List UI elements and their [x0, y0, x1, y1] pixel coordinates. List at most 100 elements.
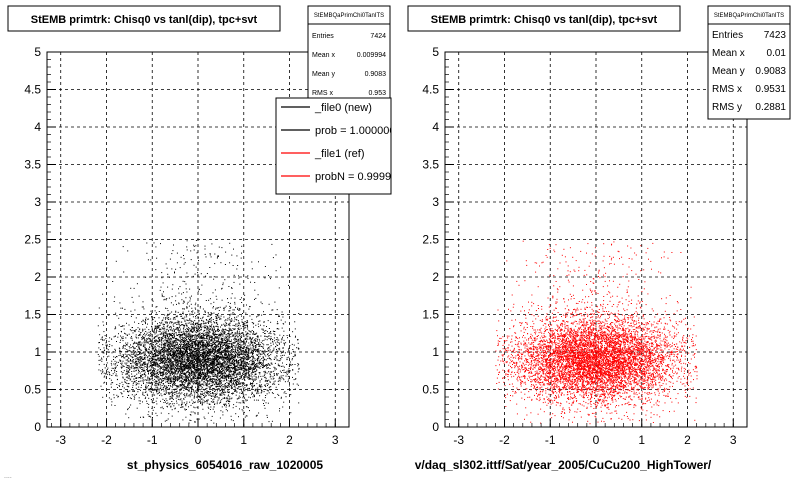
- left-data-point: [277, 380, 279, 382]
- left-data-point: [178, 351, 180, 353]
- left-data-point: [235, 325, 237, 327]
- left-data-point: [184, 378, 186, 380]
- left-data-point: [216, 298, 218, 300]
- left-data-point: [113, 359, 114, 360]
- left-data-point: [145, 379, 147, 381]
- left-data-point: [266, 372, 268, 374]
- left-data-point: [178, 355, 180, 357]
- left-data-point: [115, 366, 117, 368]
- left-data-point: [211, 365, 213, 367]
- left-data-point: [226, 363, 228, 365]
- left-data-point: [161, 360, 163, 362]
- left-data-point: [191, 347, 193, 349]
- left-data-point: [215, 356, 217, 358]
- left-data-point: [122, 347, 124, 349]
- left-data-point: [162, 333, 164, 335]
- left-data-point: [214, 390, 215, 392]
- left-data-point: [221, 374, 223, 376]
- left-data-point: [223, 308, 225, 310]
- left-data-point: [207, 356, 209, 358]
- left-data-point: [218, 363, 220, 365]
- left-data-point: [232, 372, 234, 374]
- left-data-point: [264, 330, 266, 332]
- left-data-point: [245, 331, 247, 333]
- left-data-point: [225, 353, 227, 354]
- left-data-point: [263, 374, 265, 376]
- left-data-point: [213, 356, 215, 358]
- left-data-point: [137, 361, 139, 363]
- left-data-point: [225, 346, 227, 348]
- left-data-point: [189, 414, 191, 415]
- left-data-point: [249, 364, 251, 366]
- left-data-point: [186, 403, 188, 405]
- left-data-point: [276, 323, 278, 325]
- left-data-point: [260, 375, 262, 377]
- left-data-point: [147, 359, 149, 361]
- left-data-point: [236, 384, 237, 385]
- left-data-point: [221, 334, 223, 336]
- left-data-point: [204, 338, 205, 340]
- left-data-point: [180, 315, 182, 317]
- left-data-point: [269, 381, 271, 383]
- left-data-point: [186, 366, 187, 368]
- left-data-point: [169, 276, 170, 278]
- left-data-point: [217, 313, 219, 315]
- left-data-point: [146, 350, 147, 352]
- left-data-point: [239, 364, 241, 366]
- left-data-point: [105, 377, 107, 379]
- left-data-point: [226, 350, 228, 352]
- left-data-point: [213, 343, 215, 345]
- left-data-point: [286, 335, 288, 336]
- left-data-point: [203, 389, 205, 391]
- left-data-point: [239, 346, 241, 348]
- left-data-point: [197, 392, 199, 394]
- left-data-point: [191, 338, 193, 340]
- left-data-point: [175, 397, 177, 399]
- left-data-point: [236, 331, 238, 333]
- left-data-point: [115, 373, 117, 375]
- left-data-point: [232, 313, 234, 315]
- left-data-point: [244, 357, 246, 359]
- left-data-point: [164, 373, 166, 375]
- left-data-point: [156, 397, 158, 399]
- left-data-point: [169, 361, 171, 363]
- left-data-point: [264, 370, 266, 372]
- left-data-point: [170, 405, 172, 407]
- left-data-point: [187, 330, 189, 332]
- left-data-point: [143, 337, 145, 339]
- left-data-point: [157, 350, 159, 352]
- left-data-point: [190, 352, 192, 353]
- left-data-point: [137, 344, 138, 346]
- left-data-point: [171, 372, 173, 374]
- left-data-point: [154, 353, 156, 355]
- left-data-point: [227, 358, 229, 360]
- left-data-point: [168, 413, 170, 415]
- left-data-point: [212, 370, 214, 372]
- left-data-point: [108, 371, 110, 373]
- left-data-point: [200, 324, 202, 326]
- left-data-point: [161, 362, 163, 364]
- left-data-point: [207, 377, 209, 379]
- left-data-point: [167, 350, 169, 352]
- left-data-point: [103, 347, 105, 349]
- left-data-point: [287, 379, 289, 381]
- left-data-point: [256, 383, 258, 385]
- left-data-point: [214, 384, 216, 386]
- left-data-point: [213, 331, 215, 333]
- left-data-point: [227, 375, 229, 377]
- left-data-point: [277, 365, 279, 367]
- left-data-point: [213, 334, 214, 336]
- left-data-point: [173, 372, 175, 374]
- left-data-point: [175, 366, 176, 368]
- left-data-point: [237, 333, 239, 335]
- left-data-point: [188, 376, 190, 378]
- left-data-point: [163, 350, 165, 351]
- left-data-point: [179, 365, 181, 367]
- left-data-point: [144, 339, 146, 341]
- left-data-point: [202, 366, 204, 368]
- left-data-point: [177, 365, 179, 367]
- left-data-point: [114, 405, 116, 406]
- left-data-point: [173, 356, 175, 358]
- left-data-point: [172, 354, 174, 356]
- left-data-point: [180, 384, 182, 385]
